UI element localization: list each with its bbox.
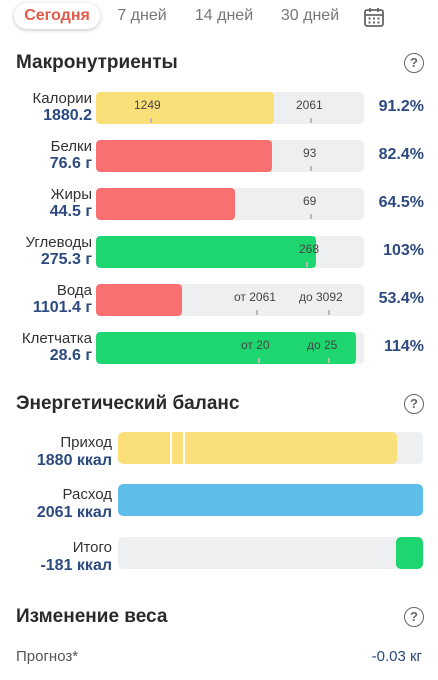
forecast-value: -0.03 кг [371,648,422,665]
weight-help-icon[interactable]: ? [404,607,424,627]
macro-progress-fill [96,236,316,268]
macro-percent: 103% [383,242,424,259]
energy-bar-divider [170,432,172,464]
energy-name: Приход [60,434,112,451]
macro-name: Калории [32,90,92,107]
macros-help-icon[interactable]: ? [404,53,424,73]
macro-value: 28.6 г [49,347,92,364]
macro-row: Белки 76.6 г 93 82.4% [0,138,438,178]
tab-7-days[interactable]: 7 дней [117,7,167,24]
macros-title: Макронутриенты [16,52,178,73]
macro-name: Жиры [50,186,92,203]
macro-target-label: 2061 [296,98,323,112]
macro-percent: 64.5% [378,194,424,211]
energy-row: Итого -181 ккал [0,535,438,579]
tab-today[interactable]: Сегодня [14,3,100,29]
macro-target-tick [310,166,312,171]
macro-target-tick [310,214,312,219]
weight-title: Изменение веса [16,606,168,627]
energy-row: Приход 1880 ккал [0,430,438,474]
macro-value: 44.5 г [49,203,92,220]
energy-name: Итого [72,539,112,556]
macro-target-label: от 20 [241,338,270,352]
macro-target-tick [328,310,330,315]
macro-target-label: до 25 [307,338,338,352]
macro-progress-bar: от 2061 до 3092 [96,284,364,316]
energy-row: Расход 2061 ккал [0,482,438,526]
energy-value: 2061 ккал [36,504,112,521]
energy-progress-bar [118,484,423,516]
tab-14-days[interactable]: 14 дней [194,7,254,24]
macro-row: Калории 1880.2 1249 2061 91.2% [0,90,438,130]
period-tabs: Сегодня 7 дней 14 дней 30 дней [0,0,438,34]
forecast-label: Прогноз* [16,648,79,665]
macro-target-tick [150,118,152,123]
macro-target-label: 69 [303,194,317,208]
macro-progress-bar: 69 [96,188,364,220]
macro-progress-bar: от 20 до 25 [96,332,364,364]
macro-progress-fill [96,188,235,220]
macro-target-tick [328,358,330,363]
energy-value: -181 ккал [40,557,112,574]
macro-row: Жиры 44.5 г 69 64.5% [0,186,438,226]
energy-value: 1880 ккал [36,452,112,469]
macro-percent: 114% [383,338,424,355]
macro-target-label: 268 [299,242,320,256]
macro-target-tick [306,262,308,267]
macro-target-label: 93 [303,146,317,160]
macro-progress-bar: 268 [96,236,364,268]
energy-progress-bar [118,432,423,464]
macro-percent: 82.4% [378,146,424,163]
macro-target-tick [256,310,258,315]
macro-target-tick [258,358,260,363]
macro-percent: 91.2% [378,98,424,115]
energy-progress-fill [118,432,397,464]
macro-progress-fill [96,92,274,124]
energy-progress-bar [118,537,423,569]
energy-progress-fill [396,537,423,569]
energy-help-icon[interactable]: ? [404,394,424,414]
macro-progress-bar: 93 [96,140,364,172]
tab-30-days[interactable]: 30 дней [280,7,340,24]
macro-value: 1101.4 г [32,299,92,316]
macro-target-label: до 3092 [299,290,343,304]
energy-title: Энергетический баланс [16,393,240,414]
macro-name: Углеводы [25,234,92,251]
macro-target-label: 1249 [134,98,161,112]
macro-row: Клетчатка 28.6 г от 20 до 25 114% [0,330,438,370]
macro-name: Вода [56,282,92,299]
energy-name: Расход [62,486,112,503]
macro-target-tick [310,118,312,123]
macro-value: 76.6 г [49,155,92,172]
calendar-icon[interactable] [362,5,386,29]
macro-name: Белки [50,138,92,155]
macro-row: Вода 1101.4 г от 2061 до 3092 53.4% [0,282,438,322]
macro-progress-bar: 1249 2061 [96,92,364,124]
macro-name: Клетчатка [21,330,92,347]
macro-percent: 53.4% [378,290,424,307]
macro-progress-fill [96,284,182,316]
macro-value: 1880.2 [43,107,92,124]
energy-bar-divider [183,432,185,464]
macro-target-label: от 2061 [234,290,276,304]
macro-value: 275.3 г [40,251,92,268]
macro-progress-fill [96,332,356,364]
macro-progress-fill [96,140,272,172]
macro-row: Углеводы 275.3 г 268 103% [0,234,438,274]
energy-progress-fill [118,484,423,516]
